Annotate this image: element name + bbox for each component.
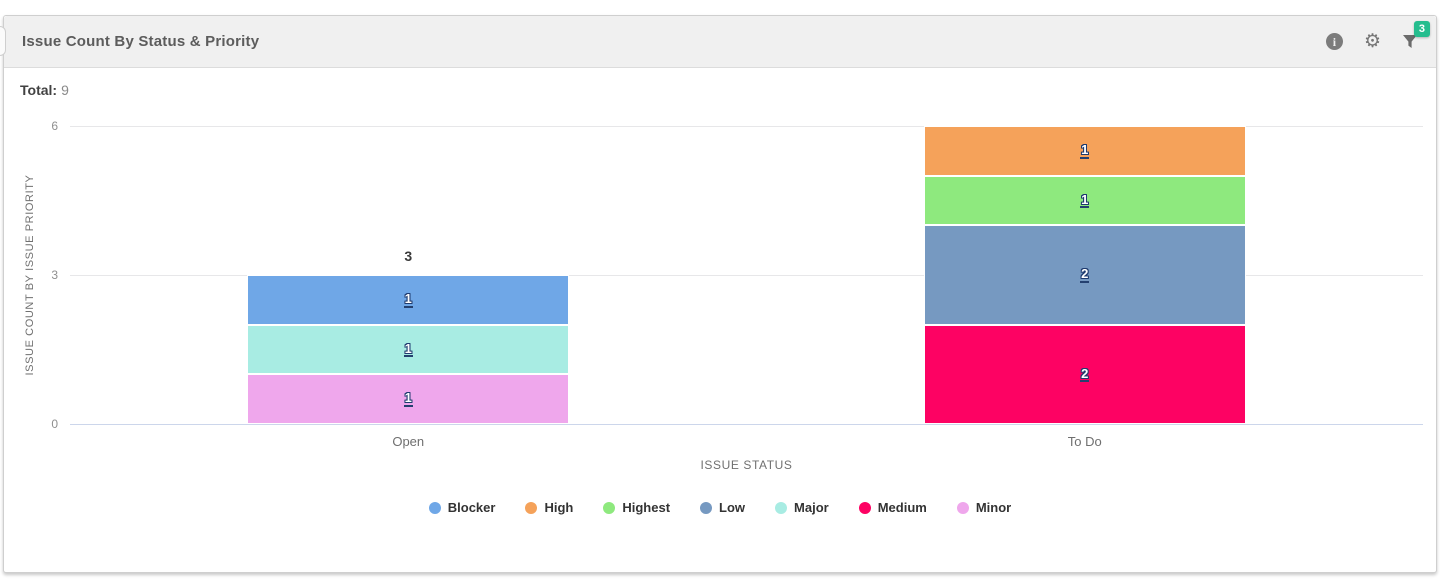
legend-dot-low [700,501,713,514]
widget-title: Issue Count By Status & Priority [22,33,260,50]
segment-value-link[interactable]: 1 [1080,142,1090,159]
gridline-y0 [70,424,1423,425]
legend-item-minor[interactable]: Minor [956,500,1012,515]
gear-icon[interactable]: ⚙ [1363,31,1381,52]
widget-header: Issue Count By Status & Priority i ⚙ 3 [4,16,1436,68]
segment-value-link[interactable]: 1 [403,390,413,407]
legend-dot-medium [858,501,871,514]
legend-label: Highest [622,500,671,515]
segment-value-link[interactable]: 1 [1080,191,1090,209]
chart-legend: Blocker High Highest Low Major Medium Minor [4,500,1436,515]
legend-dot-major [775,501,788,514]
legend-dot-high [525,501,538,514]
legend-label: Minor [975,500,1012,515]
y-tick-label: 6 [51,119,58,133]
widget-actions: i ⚙ 3 [1325,21,1430,52]
legend-label: Low [719,500,746,515]
bar-segment-highest-to-do[interactable]: 1 [923,175,1246,226]
bar-segment-high-to-do[interactable]: 1 [923,126,1246,176]
x-axis-title: ISSUE STATUS [700,458,793,472]
legend-dot-highest [603,501,616,514]
legend-item-blocker[interactable]: Blocker [428,500,496,515]
bar-segment-blocker-open[interactable]: 1 [247,275,570,325]
total-label: Total: [20,82,58,98]
issue-count-widget: Issue Count By Status & Priority i ⚙ 3 T… [3,15,1437,573]
total-line: Total: 9 [4,82,1436,100]
segment-value-link[interactable]: 1 [403,291,413,308]
segment-value-link[interactable]: 1 [403,340,413,358]
gridline-y6 [70,126,1423,127]
stack-total-label: 3 [404,248,413,264]
segment-value-link[interactable]: 2 [1080,266,1090,283]
bar-segment-medium-to-do[interactable]: 2 [923,324,1246,424]
x-category-label-open: Open [392,434,425,449]
filter-icon[interactable]: 3 [1402,21,1430,49]
legend-label: Major [794,500,829,515]
stacked-bar-chart: ISSUE COUNT BY ISSUE PRIORITY 0 3 6 1 1 1 3 Ope… [4,119,1436,456]
legend-label: High [544,500,574,515]
segment-value-link[interactable]: 2 [1080,365,1090,383]
filter-count-badge: 3 [1413,21,1430,38]
legend-item-medium[interactable]: Medium [858,500,927,515]
bar-segment-low-to-do[interactable]: 2 [923,225,1246,325]
legend-dot-blocker [428,501,441,514]
legend-label: Blocker [447,500,496,515]
legend-item-high[interactable]: High [525,500,573,515]
y-tick-label: 3 [51,268,58,282]
legend-item-low[interactable]: Low [700,500,745,515]
legend-item-major[interactable]: Major [775,500,829,515]
edge-handle[interactable] [0,26,6,56]
legend-dot-minor [956,501,969,514]
legend-item-highest[interactable]: Highest [603,500,670,515]
funnel-glyph [1403,35,1417,48]
total-value: 9 [61,82,69,98]
bar-segment-major-open[interactable]: 1 [247,324,570,375]
gridline-y3 [70,275,1423,276]
info-icon[interactable]: i [1325,33,1343,50]
x-category-label-to-do: To Do [1067,434,1102,449]
bar-segment-minor-open[interactable]: 1 [247,374,570,424]
y-tick-label: 0 [51,417,58,431]
legend-label: Medium [877,500,927,515]
